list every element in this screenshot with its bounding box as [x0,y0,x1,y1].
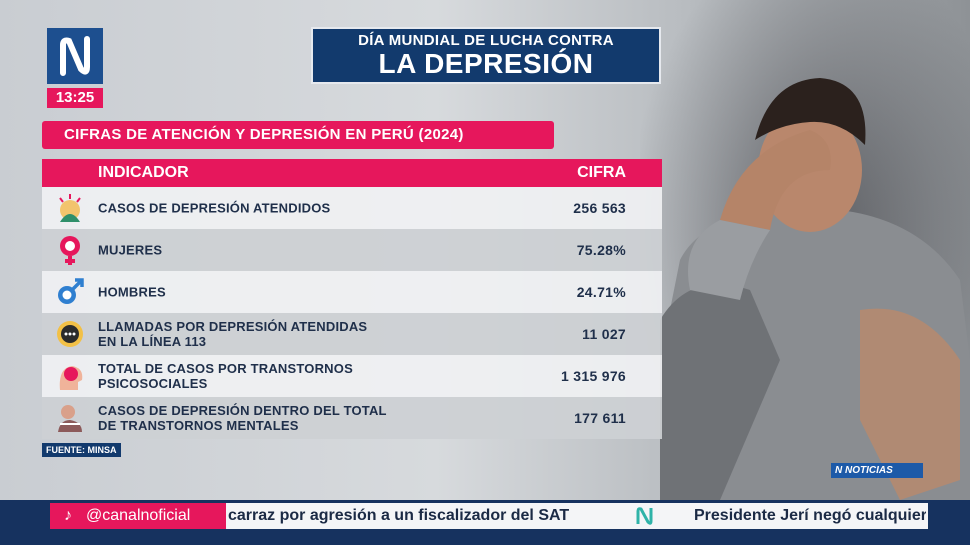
table-subtitle: CIFRAS DE ATENCIÓN Y DEPRESIÓN EN PERÚ (… [42,121,554,149]
channel-logo-small-icon [636,507,653,525]
row-value: 256 563 [573,200,626,216]
table-row: TOTAL DE CASOS POR TRANSTORNOS PSICOSOCIA… [42,355,662,397]
ticker-headline-1: carraz por agresión a un fiscalizador de… [228,507,570,524]
channel-logo [47,28,103,84]
row-label: TOTAL DE CASOS POR TRANSTORNOS PSICOSOCIA… [98,361,353,391]
table-row: CASOS DE DEPRESIÓN DENTRO DEL TOTAL DE TR… [42,397,662,439]
header-cifra: CIFRA [577,164,626,181]
source-label: FUENTE: MINSA [42,443,121,457]
depression-head-icon [59,194,81,222]
header-indicador: INDICADOR [98,164,189,181]
brain-head-icon [59,366,83,390]
row-value: 24.71% [576,284,626,300]
ticker-headline-2: Presidente Jerí negó cualquier [694,507,926,524]
table-row: MUJERES 75.28% [42,229,662,271]
row-label: LLAMADAS POR DEPRESIÓN ATENDIDAS EN LA LÍ… [98,319,368,349]
handle-text: @canalnoficial [86,507,191,524]
noticias-badge: N NOTICIAS [831,463,923,478]
depressed-man-photo [660,78,970,500]
row-label: MUJERES [98,242,163,258]
tiktok-icon: ♪ [64,507,72,524]
table-row: LLAMADAS POR DEPRESIÓN ATENDIDAS EN LA LÍ… [42,313,662,355]
social-handle: ♪ @canalnoficial [50,503,226,529]
table-row: CASOS DE DEPRESIÓN ATENDIDOS 256 563 [42,187,662,229]
row-value: 1 315 976 [561,368,626,384]
headline-main: LA DEPRESIÓN [378,48,594,79]
row-value: 11 027 [582,326,626,342]
headline-box: DÍA MUNDIAL DE LUCHA CONTRA LA DEPRESIÓN [311,27,661,84]
row-value: 177 611 [574,410,626,426]
female-symbol-icon [60,236,80,265]
row-value: 75.28% [576,242,626,258]
call-center-icon [57,321,83,347]
row-label: CASOS DE DEPRESIÓN ATENDIDOS [98,200,331,216]
row-label: HOMBRES [98,284,166,300]
stats-table: INDICADOR CIFRA CASOS DE DEPRESIÓN ATEND… [42,159,662,439]
headline-top: DÍA MUNDIAL DE LUCHA CONTRA [358,32,614,49]
row-label: CASOS DE DEPRESIÓN DENTRO DEL TOTAL DE TR… [98,403,387,433]
table-row: HOMBRES 24.71% [42,271,662,313]
sad-person-icon [58,405,82,432]
clock-time: 13:25 [47,88,103,108]
table-header: INDICADOR CIFRA [42,159,662,187]
male-symbol-icon [58,278,84,304]
